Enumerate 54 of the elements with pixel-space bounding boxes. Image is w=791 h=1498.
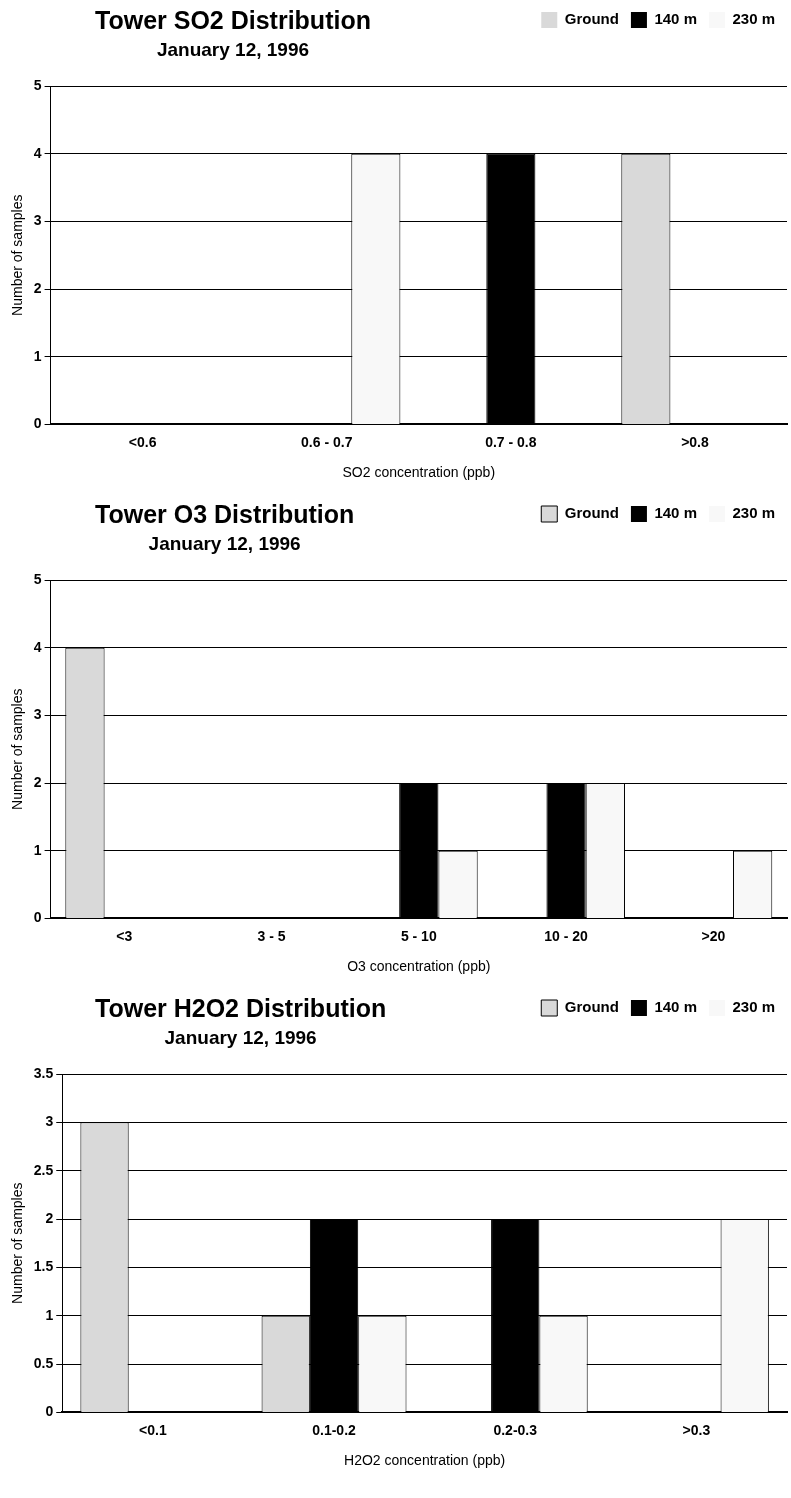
y-tick-label: 1.5 xyxy=(33,1258,54,1275)
legend-label: 140 m xyxy=(654,10,697,28)
y-tick-label: 1 xyxy=(33,347,42,364)
x-tick-label: 5 - 10 xyxy=(400,927,437,944)
y-tick-label: 0 xyxy=(33,415,42,432)
legend-label: 230 m xyxy=(732,998,776,1016)
y-tick-label: 3.5 xyxy=(33,1064,54,1081)
legend-label: 230 m xyxy=(732,504,776,522)
y-tick-label: 3 xyxy=(33,212,42,229)
y-tick-label: 2 xyxy=(45,1209,54,1226)
x-tick-label: 0.1-0.2 xyxy=(312,1421,357,1438)
chart-subtitle: January 12, 1996 xyxy=(147,533,302,555)
x-tick-label: >0.3 xyxy=(682,1421,711,1438)
y-axis-title: Number of samples xyxy=(9,688,26,810)
x-tick-label: 0.2-0.3 xyxy=(493,1421,538,1438)
y-tick-label: 3 xyxy=(33,706,42,723)
y-tick-label: 0 xyxy=(33,909,42,926)
x-axis-title: O3 concentration (ppb) xyxy=(347,958,491,975)
y-tick-label: 5 xyxy=(33,570,42,587)
x-axis-title: SO2 concentration (ppb) xyxy=(342,464,496,481)
legend-label: 140 m xyxy=(654,998,697,1016)
x-tick-label: >0.8 xyxy=(681,433,709,450)
y-tick-label: 1 xyxy=(45,1306,54,1323)
y-tick-label: 3 xyxy=(45,1113,54,1130)
y-tick-label: 5 xyxy=(33,76,42,93)
x-tick-label: 0.7 - 0.8 xyxy=(485,433,537,450)
y-tick-label: 0.5 xyxy=(33,1354,54,1371)
x-tick-label: <0.6 xyxy=(128,433,157,450)
legend-label: 230 m xyxy=(732,10,776,28)
x-tick-label: >20 xyxy=(701,927,726,944)
y-tick-label: 2 xyxy=(33,773,42,790)
chart-title: Tower O3 Distribution xyxy=(95,500,355,529)
x-tick-label: <3 xyxy=(116,927,133,944)
x-tick-label: <0.1 xyxy=(139,1421,167,1438)
chart-title: Tower H2O2 Distribution xyxy=(95,994,387,1023)
legend-label: Ground xyxy=(564,998,619,1016)
y-axis-title: Number of samples xyxy=(9,194,26,316)
legend-label: 140 m xyxy=(654,504,697,522)
x-tick-label: 3 - 5 xyxy=(257,927,286,944)
y-axis-title: Number of samples xyxy=(9,1182,26,1304)
y-tick-label: 0 xyxy=(45,1403,54,1420)
legend-label: Ground xyxy=(564,504,619,522)
x-tick-label: 10 - 20 xyxy=(544,927,589,944)
chart-subtitle: January 12, 1996 xyxy=(163,1027,318,1049)
y-tick-label: 4 xyxy=(33,144,42,161)
legend-label: Ground xyxy=(564,10,619,28)
chart-title: Tower SO2 Distribution xyxy=(95,6,371,35)
y-tick-label: 2 xyxy=(33,279,42,296)
y-tick-label: 1 xyxy=(33,841,42,858)
y-tick-label: 2.5 xyxy=(33,1161,54,1178)
chart-subtitle: January 12, 1996 xyxy=(155,39,311,61)
x-axis-title: H2O2 concentration (ppb) xyxy=(344,1452,506,1469)
y-tick-label: 4 xyxy=(33,638,42,655)
x-tick-label: 0.6 - 0.7 xyxy=(301,433,353,450)
